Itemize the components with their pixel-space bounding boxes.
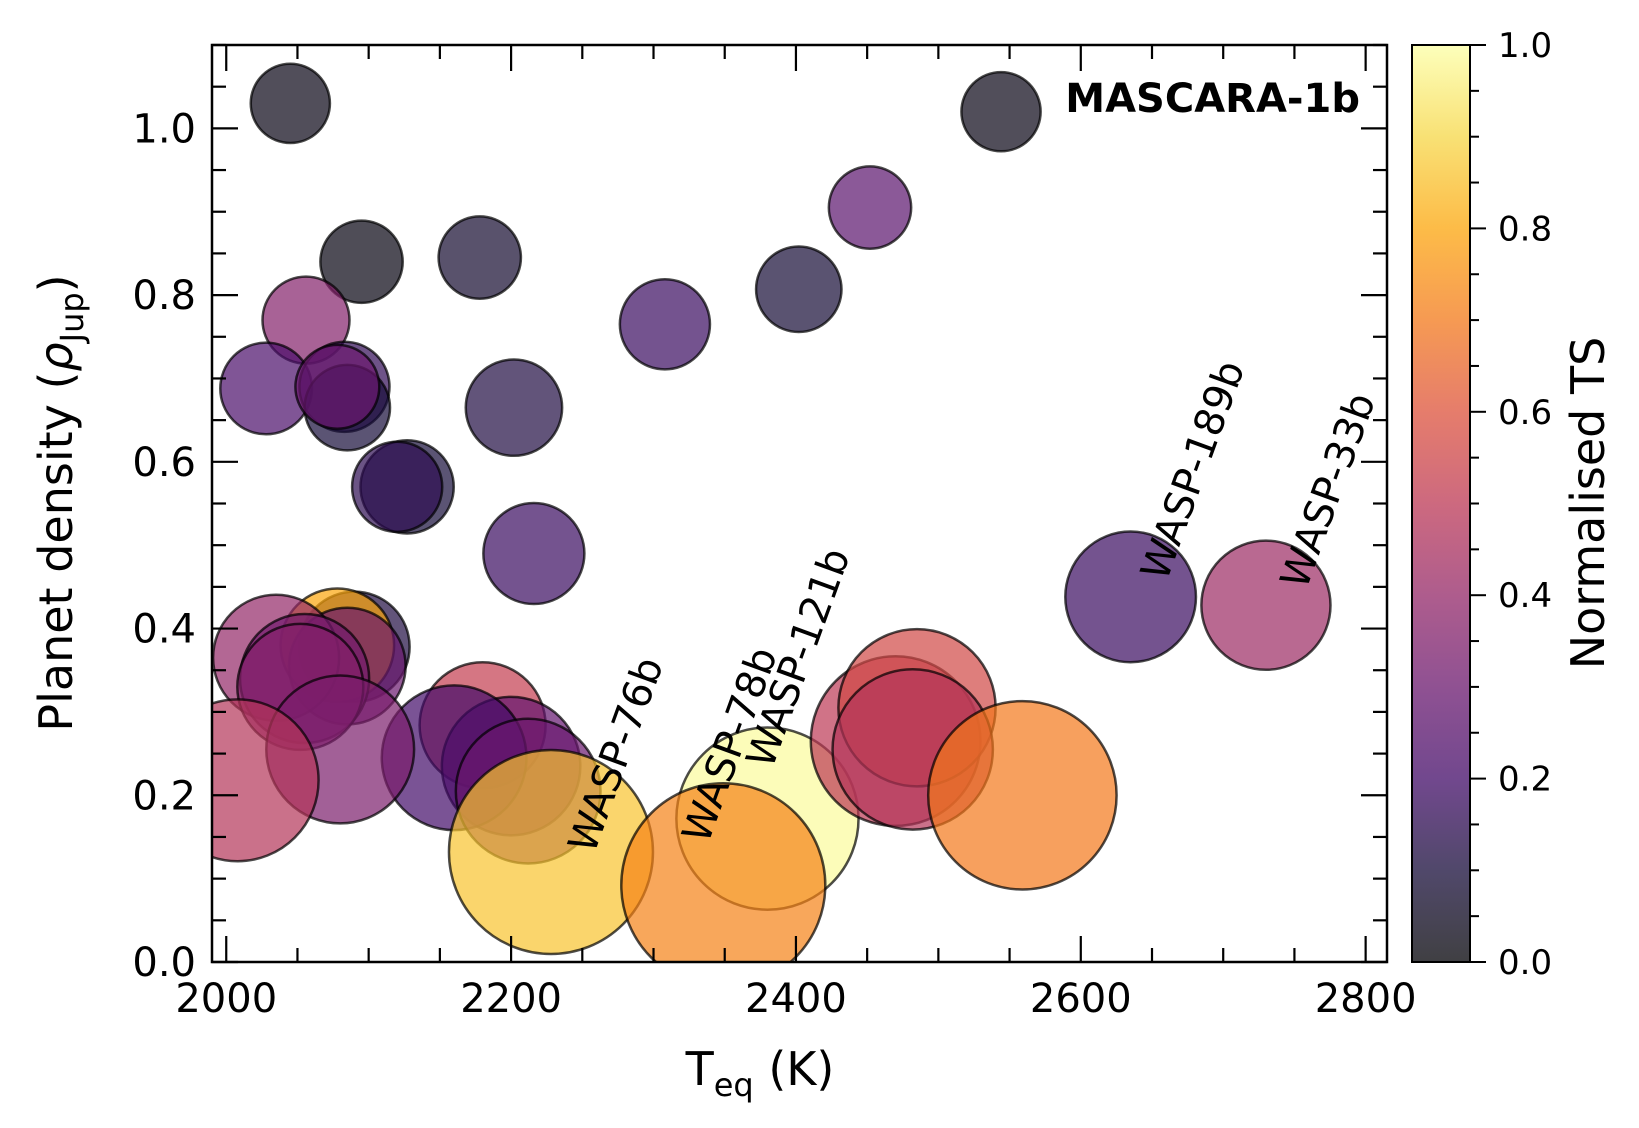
scatter-point-11 xyxy=(294,343,381,430)
chart-badge: MASCARA-1b xyxy=(1065,76,1360,122)
x-tick-label: 2600 xyxy=(1030,976,1132,1022)
colorbar-tick-label: 0.0 xyxy=(1498,943,1552,983)
colorbar-label: Normalised TS xyxy=(1561,337,1615,670)
x-tick-label: 2800 xyxy=(1315,976,1417,1022)
scatter-point-5 xyxy=(754,245,843,334)
colorbar-tick-label: 0.4 xyxy=(1498,576,1552,616)
y-axis-label-rho: ρ xyxy=(29,342,83,371)
axis-ticks xyxy=(212,43,1387,964)
y-tick-label: 0.0 xyxy=(132,940,196,986)
y-tick-label: 0.2 xyxy=(132,773,196,819)
y-tick-label: 0.8 xyxy=(132,273,196,319)
y-tick-labels: 0.0 0.2 0.4 0.6 0.8 1.0 xyxy=(132,106,196,986)
y-tick-label: 1.0 xyxy=(132,106,196,152)
colorbar-tick-label: 0.6 xyxy=(1498,393,1552,433)
scatter-point-36 xyxy=(926,699,1118,891)
x-axis-label-main: T xyxy=(685,1042,715,1096)
x-tick-label: 2400 xyxy=(745,976,847,1022)
point-wasp-78b xyxy=(620,782,827,962)
y-tick-label: 0.6 xyxy=(132,440,196,486)
x-tick-label: 2200 xyxy=(460,976,562,1022)
scatter-point-4 xyxy=(437,215,523,300)
x-tick-labels: 2000 2200 2400 2600 2800 xyxy=(175,976,1416,1022)
colorbar-tick-label: 0.2 xyxy=(1498,760,1552,800)
y-tick-label: 0.4 xyxy=(132,607,196,653)
x-tick-label: 2000 xyxy=(175,976,277,1022)
x-axis-label-unit: (K) xyxy=(754,1042,835,1096)
y-axis-label: Planet density (ρJup) xyxy=(29,274,91,731)
scatter-point-15 xyxy=(482,501,586,606)
annotation-wasp-33b: WASP-33b xyxy=(1272,387,1385,595)
scatter-point-1 xyxy=(960,70,1042,153)
scatter-point-2 xyxy=(827,165,913,250)
scatter-point-14 xyxy=(350,440,444,534)
colorbar-tick-label: 1.0 xyxy=(1498,26,1552,66)
x-axis-label: Teq (K) xyxy=(685,1042,835,1104)
colorbar xyxy=(1411,44,1471,963)
scatter-point-28 xyxy=(212,698,320,863)
y-axis-label-main: Planet density ( xyxy=(29,372,83,732)
scatter-point-3 xyxy=(319,219,404,305)
scatter-points xyxy=(212,62,1332,962)
colorbar-tick-label: 0.8 xyxy=(1498,209,1552,249)
x-axis-label-subscript: eq xyxy=(714,1066,754,1104)
scatter-point-17 xyxy=(1200,539,1332,672)
scatter-point-16 xyxy=(1064,530,1198,664)
y-axis-label-subscript: Jup xyxy=(53,292,91,344)
y-axis-label-close: ) xyxy=(29,274,83,292)
scatter-point-0 xyxy=(249,62,332,145)
scatter-point-7 xyxy=(618,277,712,371)
colorbar-ticks: 0.0 0.2 0.4 0.6 0.8 1.0 xyxy=(1470,26,1552,983)
scatter-point-12 xyxy=(464,358,564,458)
